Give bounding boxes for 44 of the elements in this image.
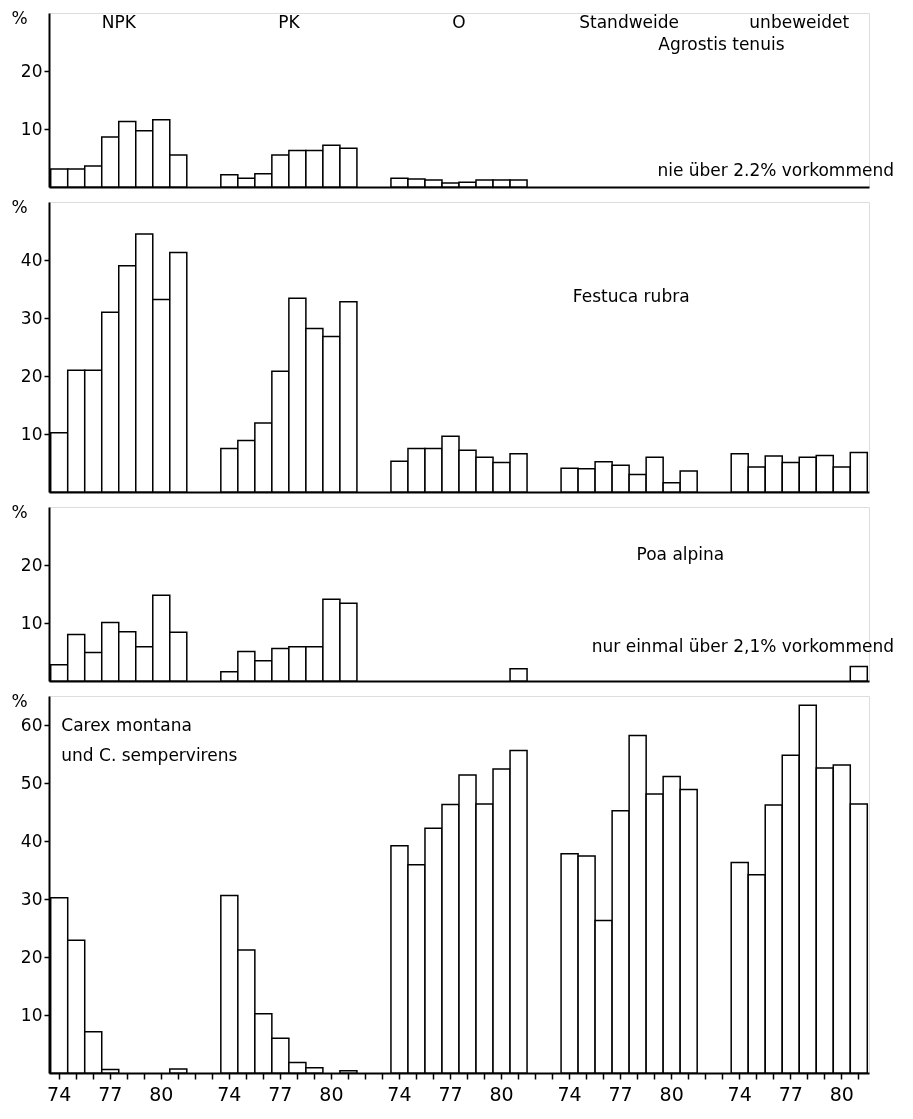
x-tick-label: 77	[268, 1082, 293, 1105]
x-tick-label: 77	[778, 1082, 803, 1105]
y-axis-title: %	[11, 501, 28, 522]
x-tick-label: 74	[387, 1082, 412, 1105]
annotation: NPK	[101, 12, 137, 32]
y-tick-label: 20	[20, 365, 43, 386]
y-tick-label: 50	[20, 772, 43, 793]
y-tick-label: 20	[20, 946, 43, 967]
y-tick-label: 30	[20, 307, 43, 328]
x-tick-label: 77	[608, 1082, 633, 1105]
x-tick-label: 80	[659, 1082, 684, 1105]
y-axis-title: %	[11, 690, 28, 711]
x-tick-label: 74	[557, 1082, 582, 1105]
x-tick-label: 77	[438, 1082, 463, 1105]
x-tick-label: 80	[829, 1082, 854, 1105]
text: Carex montana und C. sempervirens	[61, 715, 238, 765]
y-tick-label: 10	[20, 118, 43, 139]
y-tick-label: 40	[20, 249, 43, 270]
x-tick-label: 74	[727, 1082, 752, 1105]
annotation: Standweide	[579, 12, 680, 32]
y-tick-label: 30	[20, 888, 43, 909]
y-tick-label: 40	[20, 830, 43, 851]
y-tick-label: 60	[20, 714, 43, 735]
y-tick-label: 20	[20, 60, 43, 81]
y-tick-label: 10	[20, 423, 43, 444]
x-tick-label: 80	[149, 1082, 174, 1105]
annotation: unbeweidet	[749, 12, 850, 32]
text: Festuca rubra	[572, 286, 690, 306]
text: Agrostis tenuis	[658, 34, 785, 54]
annotation: nie über 2.2% vorkommend	[657, 160, 894, 180]
y-axis-title: %	[11, 196, 28, 217]
x-tick-label: 77	[98, 1082, 123, 1105]
x-tick-label: 80	[489, 1082, 514, 1105]
annotation: PK	[278, 12, 301, 32]
y-tick-label: 10	[20, 612, 43, 633]
y-tick-label: 20	[20, 554, 43, 575]
x-tick-label: 80	[319, 1082, 344, 1105]
x-tick-label: 74	[217, 1082, 242, 1105]
y-axis-title: %	[11, 7, 28, 28]
x-tick-label: 74	[47, 1082, 72, 1105]
annotation: O	[452, 12, 466, 32]
annotation: nur einmal über 2,1% vorkommend	[591, 636, 894, 656]
y-tick-label: 10	[20, 1004, 43, 1025]
text: Poa alpina	[636, 544, 725, 564]
